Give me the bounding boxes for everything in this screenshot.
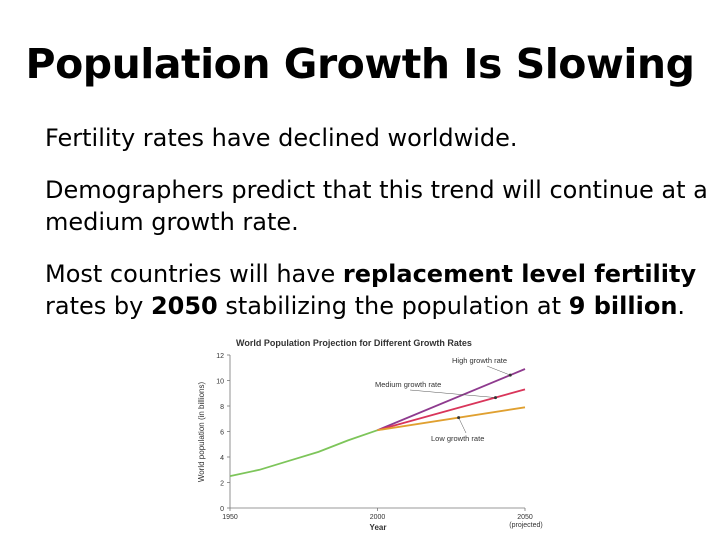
bullet-2: Demographers predict that this trend wil… [45,176,708,236]
series-line-high-growth-rate [377,368,526,432]
y-tick-label: 2 [220,481,224,488]
bullet-3-part-3: stabilizing the population at [217,292,569,320]
y-tick-label: 0 [220,506,224,513]
series-line-historical [229,429,378,477]
bullet-3-bold-replacement: replacement level fertility [342,260,697,288]
x-axis-label: Year [370,523,387,532]
annotation-label: High growth rate [452,356,507,365]
x-axis-note: (projected) [509,522,542,529]
bullet-3-bold-population: 9 billion [568,292,678,320]
bullet-3-part-1: Most countries will have [45,260,343,288]
annotation-leader [409,389,496,398]
y-tick-label: 6 [220,430,224,437]
annotation-label: Low growth rate [431,434,484,443]
y-tick-label: 4 [220,455,224,462]
bullet-3-part-4: . [677,292,686,320]
bullet-3-part-2: rates by [45,292,151,320]
x-tick-label: 2000 [370,514,386,521]
annotation-leader [486,365,511,376]
annotation-point [494,396,497,400]
series-line-medium-growth-rate [377,388,526,432]
y-tick-label: 8 [220,404,224,411]
series-line-low-growth-rate [377,406,526,432]
annotation-point [457,416,461,420]
bullet-1: Fertility rates have declined worldwide. [45,124,518,152]
y-tick-label: 10 [216,379,224,386]
x-tick-label: 1950 [222,514,238,521]
annotation-point [508,373,512,377]
y-tick-label: 12 [216,353,224,360]
bullet-list: Fertility rates have declined worldwide.… [45,122,710,342]
x-tick-label: 2050 [517,514,533,521]
chart-title: World Population Projection for Differen… [236,338,472,348]
bullet-3: Most countries will have replacement lev… [45,258,710,322]
bullet-3-bold-year: 2050 [150,292,218,320]
population-chart: World Population Projection for Differen… [197,338,543,532]
slide-title: Population Growth Is Slowing [25,40,695,88]
annotation-label: Medium growth rate [375,380,441,389]
annotation-leader [458,417,467,434]
y-axis-label: World population (in billions) [197,381,206,482]
